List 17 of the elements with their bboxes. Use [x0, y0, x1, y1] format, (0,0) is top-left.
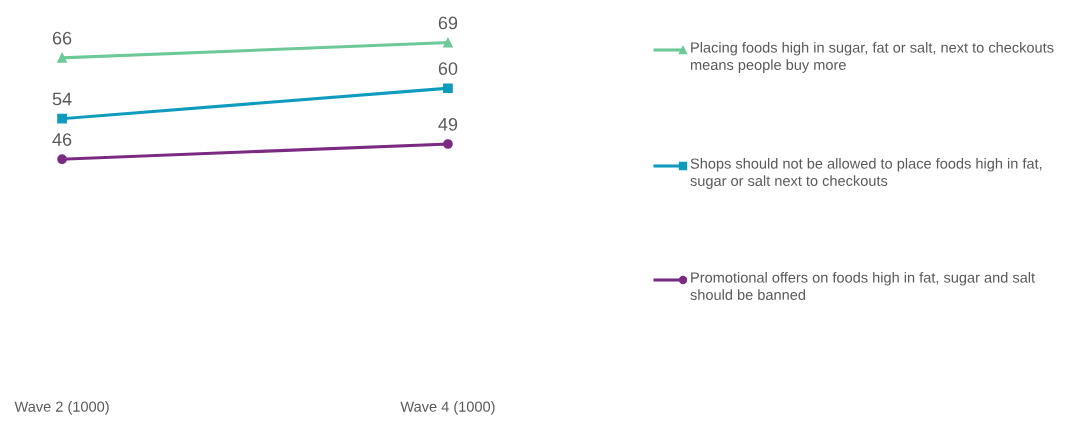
point: [443, 83, 453, 94]
legend-label: Placing foods high in sugar, fat or salt, next to checkouts means people buy more: [690, 42, 1054, 73]
x-tick-label: Wave 4 (1000): [400, 401, 495, 415]
point: [443, 37, 453, 48]
data-label: 60: [438, 62, 458, 75]
point: [57, 52, 67, 63]
point: [57, 113, 67, 124]
legend-label: Promotional offers on foods high in fat, sugar and salt should be banned: [690, 272, 1035, 301]
point: [443, 139, 453, 149]
data-label: 69: [438, 16, 458, 30]
data-label: 46: [52, 133, 72, 146]
data-label: 66: [52, 31, 72, 45]
legend-label: Shops should not be allowed to place foods high in fat, sugar or salt next to checkouts: [690, 158, 1042, 189]
data-label: 54: [52, 92, 72, 106]
x-tick-label: Wave 2 (1000): [14, 401, 109, 415]
point: [57, 154, 67, 165]
data-label: 49: [438, 117, 458, 131]
